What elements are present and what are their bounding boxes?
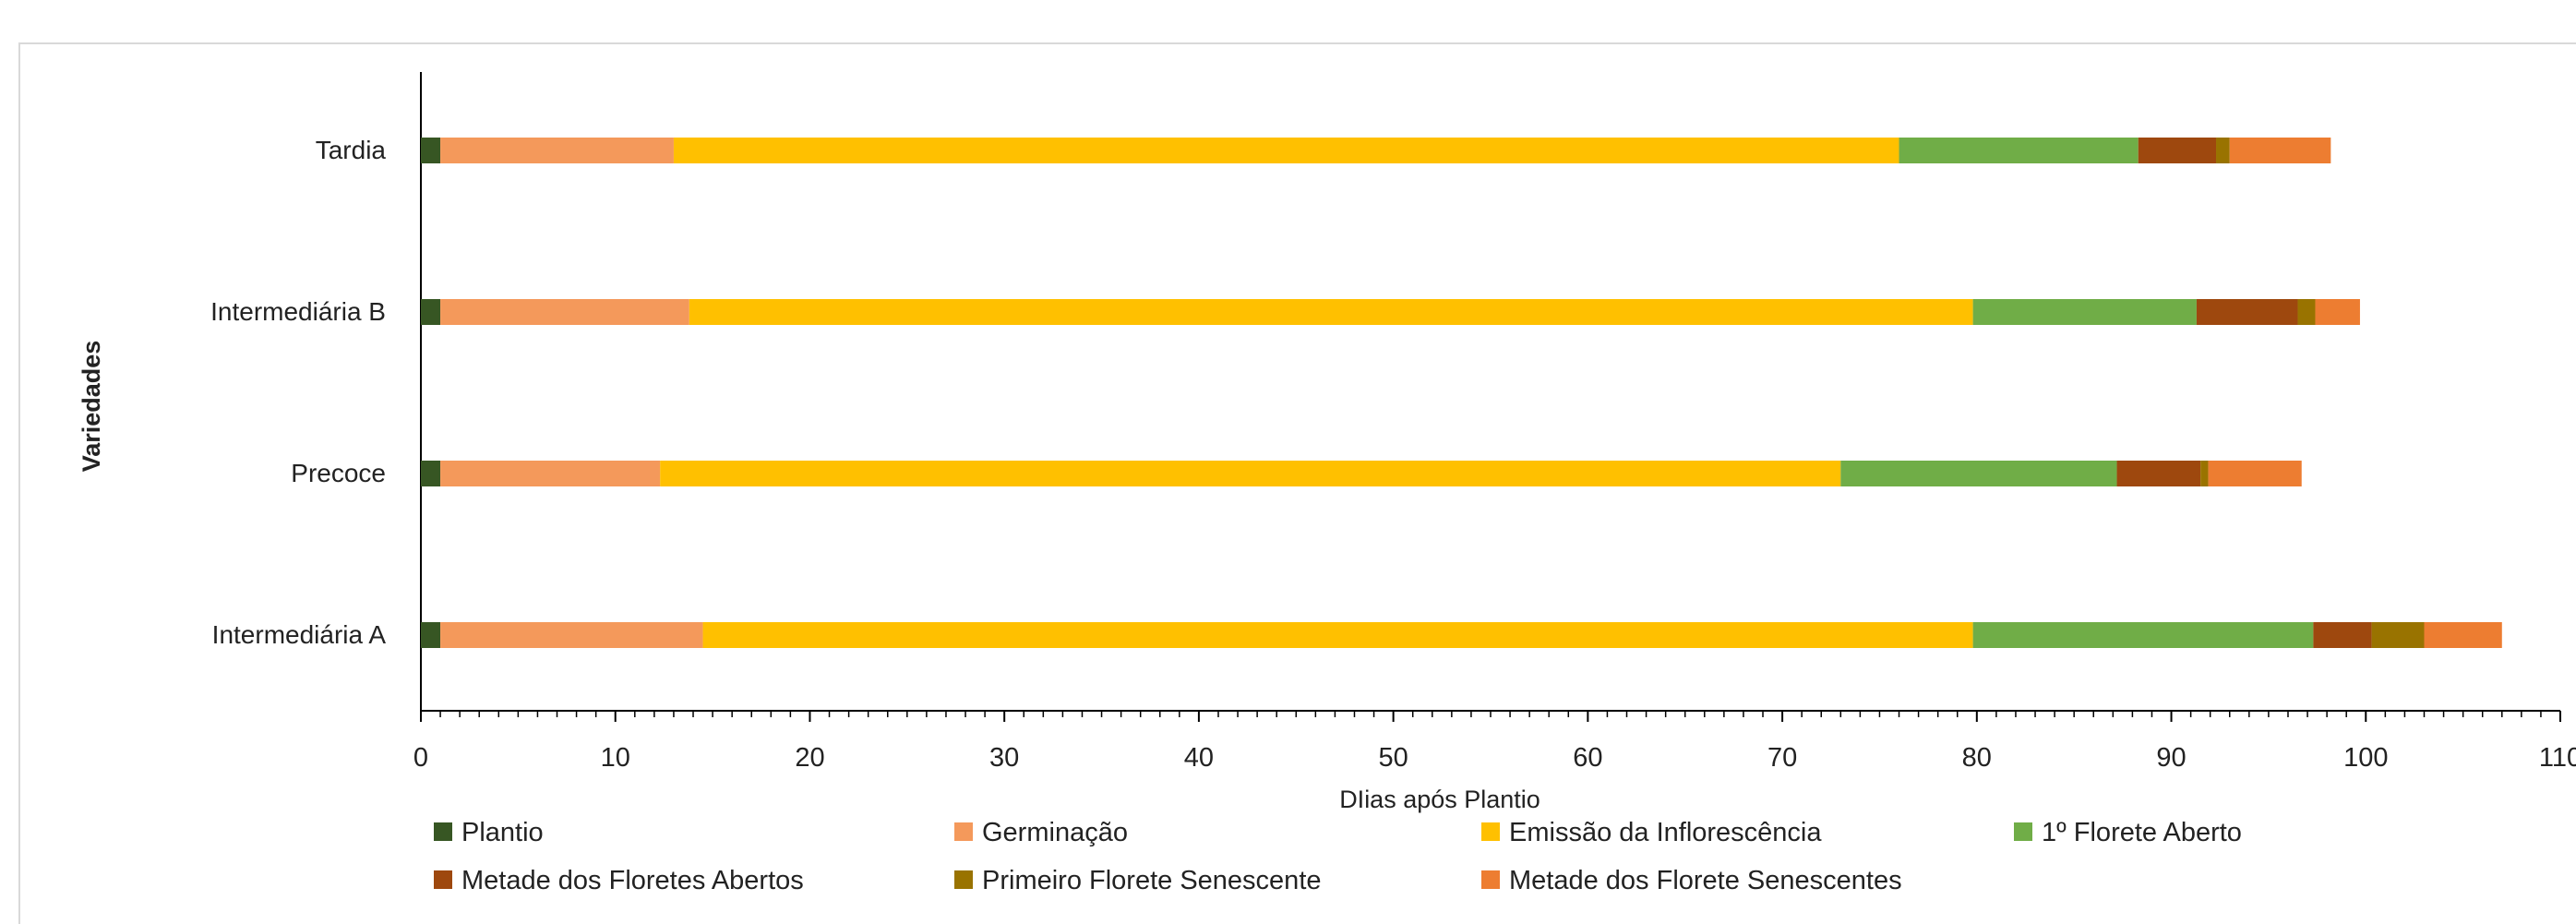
y-axis-title: Variedades: [78, 341, 105, 473]
y-tick-label: Tardia: [316, 136, 387, 164]
legend-swatch-emissao-da-inflorescencia: [1481, 822, 1500, 841]
legend-swatch-primeiro-florete-senescente: [954, 870, 973, 889]
bar-intermediaria-b-germinacao: [440, 299, 689, 325]
x-tick-label: 90: [2156, 743, 2186, 773]
legend-label-metade-dos-florete-senescentes: Metade dos Florete Senescentes: [1509, 866, 1902, 895]
bar-precoce-germinacao: [440, 461, 661, 486]
x-tick-label: 0: [413, 743, 428, 773]
legend-label-1-florete-aberto: 1º Florete Aberto: [2042, 818, 2242, 847]
x-tick-label: 30: [989, 743, 1019, 773]
bar-intermediaria-a-metade-dos-floretes-abertos: [2313, 622, 2372, 648]
bar-intermediaria-a-emissao-da-inflorescencia: [702, 622, 1973, 648]
legend-label-germinacao: Germinação: [982, 818, 1128, 847]
bar-intermediaria-b-emissao-da-inflorescencia: [689, 299, 1973, 325]
chart-frame: [18, 42, 2576, 924]
bar-tardia-metade-dos-floretes-abertos: [2138, 138, 2217, 163]
x-tick-label: 40: [1184, 743, 1214, 773]
legend-swatch-plantio: [434, 822, 452, 841]
bar-intermediaria-b-plantio: [421, 299, 441, 325]
bar-precoce-plantio: [421, 461, 441, 486]
bar-intermediaria-b-metade-dos-florete-senescentes: [2315, 299, 2360, 325]
legend-label-metade-dos-floretes-abertos: Metade dos Floretes Abertos: [461, 866, 804, 895]
bar-intermediaria-b-1-florete-aberto: [1972, 299, 2197, 325]
bar-tardia-plantio: [421, 138, 441, 163]
bar-intermediaria-a-1-florete-aberto: [1972, 622, 2314, 648]
chart-legend: Plantio Germinação Emissão da Inflorescênc…: [434, 818, 2242, 895]
legend-swatch-metade-dos-floretes-abertos: [434, 870, 452, 889]
x-tick-label: 50: [1379, 743, 1408, 773]
x-tick-label: 80: [1962, 743, 1992, 773]
x-tick-label: 60: [1573, 743, 1602, 773]
bar-tardia-metade-dos-florete-senescentes: [2229, 138, 2331, 163]
bar-precoce-metade-dos-florete-senescentes: [2208, 461, 2302, 486]
ticks-group: Intermediária A Precoce Intermediária B Tar…: [210, 136, 2576, 773]
x-axis-title: DIias após Plantio: [1339, 786, 1540, 813]
bar-precoce-emissao-da-inflorescencia: [660, 461, 1841, 486]
bar-tardia-emissao-da-inflorescencia: [673, 138, 1899, 163]
bar-tardia-germinacao: [440, 138, 674, 163]
x-tick-label: 20: [795, 743, 824, 773]
legend-label-plantio: Plantio: [461, 818, 544, 847]
bar-intermediaria-a-primeiro-florete-senescente: [2371, 622, 2425, 648]
bar-intermediaria-a-metade-dos-florete-senescentes: [2424, 622, 2502, 648]
x-tick-label: 110: [2539, 743, 2576, 773]
y-tick-label: Precoce: [291, 459, 386, 487]
x-tick-label: 10: [601, 743, 630, 773]
bars-group: [421, 138, 2502, 648]
bar-tardia-primeiro-florete-senescente: [2216, 138, 2230, 163]
legend-swatch-1-florete-aberto: [2014, 822, 2032, 841]
y-tick-label: Intermediária A: [212, 620, 387, 649]
bar-intermediaria-b-primeiro-florete-senescente: [2297, 299, 2316, 325]
legend-swatch-germinacao: [954, 822, 973, 841]
x-tick-label: 100: [2343, 743, 2388, 773]
bar-intermediaria-a-plantio: [421, 622, 441, 648]
legend-label-emissao-da-inflorescencia: Emissão da Inflorescência: [1509, 818, 1822, 847]
legend-swatch-metade-dos-florete-senescentes: [1481, 870, 1500, 889]
bar-intermediaria-b-metade-dos-floretes-abertos: [2196, 299, 2298, 325]
chart-axes: [420, 72, 2560, 712]
bar-intermediaria-a-germinacao: [440, 622, 703, 648]
bar-precoce-metade-dos-floretes-abertos: [2116, 461, 2201, 486]
x-tick-label: 70: [1767, 743, 1797, 773]
bar-precoce-1-florete-aberto: [1840, 461, 2117, 486]
bar-precoce-primeiro-florete-senescente: [2200, 461, 2209, 486]
legend-label-primeiro-florete-senescente: Primeiro Florete Senescente: [982, 866, 1322, 895]
bar-tardia-1-florete-aberto: [1899, 138, 2139, 163]
y-tick-label: Intermediária B: [210, 297, 386, 326]
